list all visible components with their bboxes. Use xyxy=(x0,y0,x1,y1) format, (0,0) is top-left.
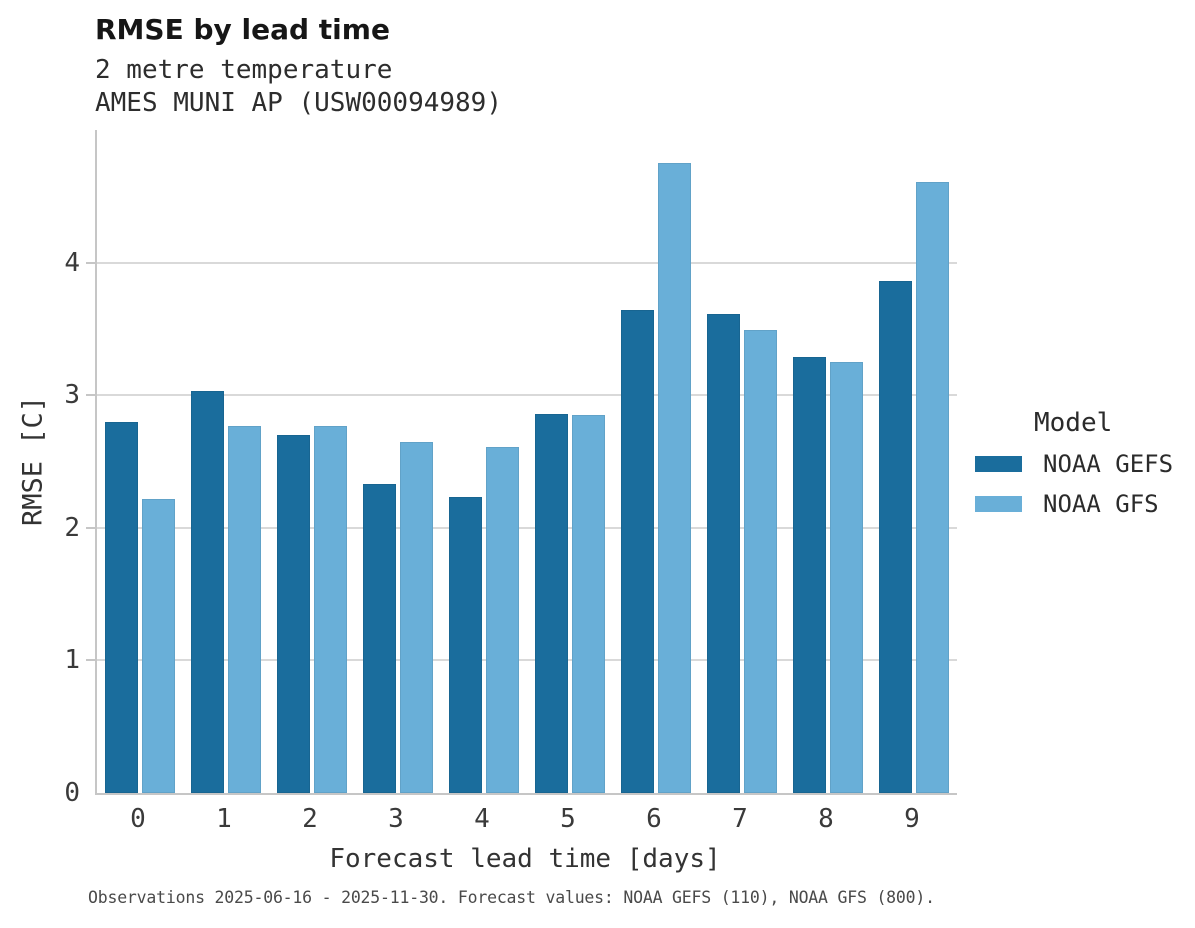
y-tick-mark-2 xyxy=(86,526,95,529)
x-tick-label-8: 8 xyxy=(818,804,834,834)
y-axis-tick-labels: 0 1 2 3 4 xyxy=(0,130,80,806)
x-tick-label-7: 7 xyxy=(732,804,748,834)
bar-noaa-gefs-lead-2 xyxy=(277,434,310,793)
gridline-2 xyxy=(97,526,957,529)
bar-noaa-gfs-lead-1 xyxy=(228,425,261,793)
bar-noaa-gfs-lead-4 xyxy=(486,446,519,793)
gridline-3 xyxy=(97,394,957,397)
legend-swatch-noaa-gfs xyxy=(975,496,1022,512)
legend-item-noaa-gfs: NOAA GFS xyxy=(975,490,1173,518)
bar-noaa-gfs-lead-7 xyxy=(744,330,777,793)
legend-item-noaa-gefs: NOAA GEFS xyxy=(975,450,1173,478)
bar-group-lead-7 xyxy=(699,130,785,793)
bar-noaa-gefs-lead-9 xyxy=(879,281,912,793)
bar-noaa-gefs-lead-0 xyxy=(105,421,138,793)
chart-header: RMSE by lead time 2 metre temperature AM… xyxy=(95,13,502,120)
x-tick-label-0: 0 xyxy=(130,804,146,834)
bar-groups xyxy=(97,130,957,793)
bar-group-lead-1 xyxy=(183,130,269,793)
legend-label-noaa-gfs: NOAA GFS xyxy=(1043,490,1159,518)
bar-noaa-gefs-lead-3 xyxy=(363,484,396,793)
chart-title: RMSE by lead time xyxy=(95,13,390,46)
x-tick-label-4: 4 xyxy=(474,804,490,834)
x-tick-label-3: 3 xyxy=(388,804,404,834)
y-tick-mark-3 xyxy=(86,394,95,397)
chart-subtitle: 2 metre temperature xyxy=(95,55,393,85)
x-tick-label-1: 1 xyxy=(216,804,232,834)
x-tick-label-5: 5 xyxy=(560,804,576,834)
gridline-1 xyxy=(97,659,957,662)
legend-title: Model xyxy=(1034,408,1113,438)
bar-group-lead-3 xyxy=(355,130,441,793)
bar-noaa-gefs-lead-5 xyxy=(535,413,568,793)
legend-label-noaa-gefs: NOAA GEFS xyxy=(1043,450,1174,478)
x-axis-title: Forecast lead time [days] xyxy=(329,844,721,874)
bar-noaa-gefs-lead-8 xyxy=(793,356,826,793)
bar-noaa-gefs-lead-4 xyxy=(449,497,482,793)
bar-noaa-gfs-lead-6 xyxy=(658,163,691,793)
legend-swatch-noaa-gefs xyxy=(975,456,1022,472)
y-tick-label-3: 3 xyxy=(64,380,80,411)
bar-noaa-gefs-lead-7 xyxy=(707,314,740,793)
y-axis-tick-marks xyxy=(86,130,95,793)
footer-note: Observations 2025-06-16 - 2025-11-30. Fo… xyxy=(88,888,935,907)
x-tick-label-9: 9 xyxy=(904,804,920,834)
y-tick-label-4: 4 xyxy=(64,247,80,278)
x-tick-label-6: 6 xyxy=(646,804,662,834)
bar-group-lead-0 xyxy=(97,130,183,793)
bar-group-lead-8 xyxy=(785,130,871,793)
y-tick-mark-4 xyxy=(86,261,95,264)
y-tick-label-1: 1 xyxy=(64,645,80,676)
x-axis-tick-labels: 0 1 2 3 4 5 6 7 8 9 xyxy=(95,805,955,833)
bar-noaa-gfs-lead-0 xyxy=(142,498,175,793)
bar-noaa-gfs-lead-3 xyxy=(400,441,433,793)
bar-noaa-gfs-lead-9 xyxy=(916,181,949,793)
bar-noaa-gfs-lead-2 xyxy=(314,425,347,793)
y-tick-label-2: 2 xyxy=(64,512,80,543)
y-tick-mark-1 xyxy=(86,659,95,662)
bar-noaa-gfs-lead-5 xyxy=(572,415,605,793)
x-tick-label-2: 2 xyxy=(302,804,318,834)
gridline-4 xyxy=(97,261,957,264)
station-label: AMES MUNI AP (USW00094989) xyxy=(95,88,502,118)
bar-group-lead-4 xyxy=(441,130,527,793)
legend: Model NOAA GEFS NOAA GFS xyxy=(975,408,1173,518)
y-tick-label-0: 0 xyxy=(64,778,80,808)
bar-group-lead-2 xyxy=(269,130,355,793)
bar-noaa-gfs-lead-8 xyxy=(830,362,863,793)
bar-group-lead-9 xyxy=(871,130,957,793)
plot-area xyxy=(95,130,957,795)
bar-noaa-gefs-lead-6 xyxy=(621,310,654,793)
bar-noaa-gefs-lead-1 xyxy=(191,391,224,793)
bar-group-lead-5 xyxy=(527,130,613,793)
bar-group-lead-6 xyxy=(613,130,699,793)
